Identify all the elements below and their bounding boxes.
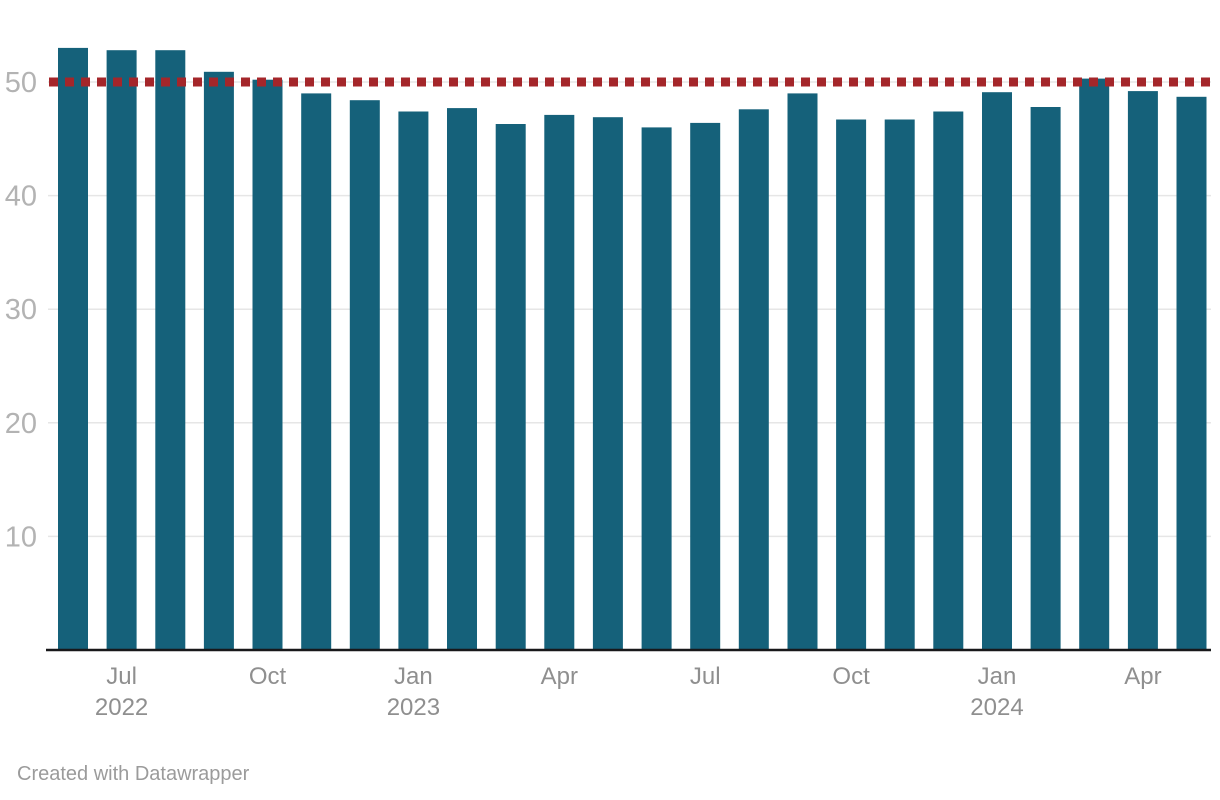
x-axis-tick-year-jul-2022: 2022 bbox=[95, 694, 148, 721]
bar-feb-2023[interactable] bbox=[447, 108, 477, 651]
bar-nov-2023[interactable] bbox=[884, 119, 915, 651]
x-axis-tick-label-oct: Oct bbox=[249, 663, 287, 690]
x-axis-tick-label-jan-2024: Jan bbox=[978, 663, 1017, 690]
bar-apr-2024[interactable] bbox=[1127, 91, 1158, 651]
bar-sep-2023[interactable] bbox=[787, 93, 818, 650]
y-axis-tick-label-50: 50 bbox=[5, 67, 37, 99]
datawrapper-attribution[interactable]: Created with Datawrapper bbox=[17, 763, 250, 785]
y-axis-tick-label-10: 10 bbox=[5, 521, 37, 553]
x-axis-tick-label-jul: Jul bbox=[690, 663, 721, 690]
bar-jun-2023[interactable] bbox=[641, 127, 672, 650]
bar-may-2023[interactable] bbox=[592, 117, 623, 650]
bar-jan-2023[interactable] bbox=[398, 111, 429, 651]
bar-dec-2023[interactable] bbox=[933, 111, 964, 651]
bar-chart: 10 20 30 40 50 Jul 2022 Oct Jan 2023 Apr Jul Oct Jan 2… bbox=[5, 47, 1211, 721]
bar-sep-2022[interactable] bbox=[203, 71, 234, 651]
y-axis-tick-label-40: 40 bbox=[5, 181, 37, 213]
bar-feb-2024[interactable] bbox=[1030, 107, 1061, 650]
x-axis-tick-label-oct: Oct bbox=[832, 663, 870, 690]
bar-mar-2024[interactable] bbox=[1079, 78, 1110, 651]
y-axis-tick-label-20: 20 bbox=[5, 408, 37, 440]
bar-may-2024[interactable] bbox=[1176, 96, 1207, 651]
x-axis-tick-label-jul-2022: Jul bbox=[106, 663, 137, 690]
bar-oct-2022[interactable] bbox=[252, 79, 283, 650]
x-axis-tick-label-apr: Apr bbox=[1124, 663, 1161, 690]
x-axis-tick-year-jan-2023: 2023 bbox=[387, 694, 440, 721]
bar-dec-2022[interactable] bbox=[349, 100, 380, 650]
bar-nov-2022[interactable] bbox=[301, 93, 332, 650]
bar-oct-2023[interactable] bbox=[836, 119, 867, 651]
bar-jul-2022[interactable] bbox=[106, 50, 137, 650]
x-axis-tick-year-jan-2024: 2024 bbox=[970, 694, 1023, 721]
bar-jan-2024[interactable] bbox=[982, 92, 1012, 650]
x-axis-tick-label-apr: Apr bbox=[541, 663, 578, 690]
bar-jun-2022[interactable] bbox=[58, 47, 88, 650]
x-axis-tick-label-jan-2023: Jan bbox=[394, 663, 433, 690]
bar-apr-2023[interactable] bbox=[544, 114, 575, 650]
bar-mar-2023[interactable] bbox=[495, 124, 526, 650]
bar-aug-2023[interactable] bbox=[738, 109, 769, 651]
bar-jul-2023[interactable] bbox=[690, 122, 721, 650]
bar-aug-2022[interactable] bbox=[155, 50, 186, 650]
y-axis-tick-label-30: 30 bbox=[5, 294, 37, 326]
